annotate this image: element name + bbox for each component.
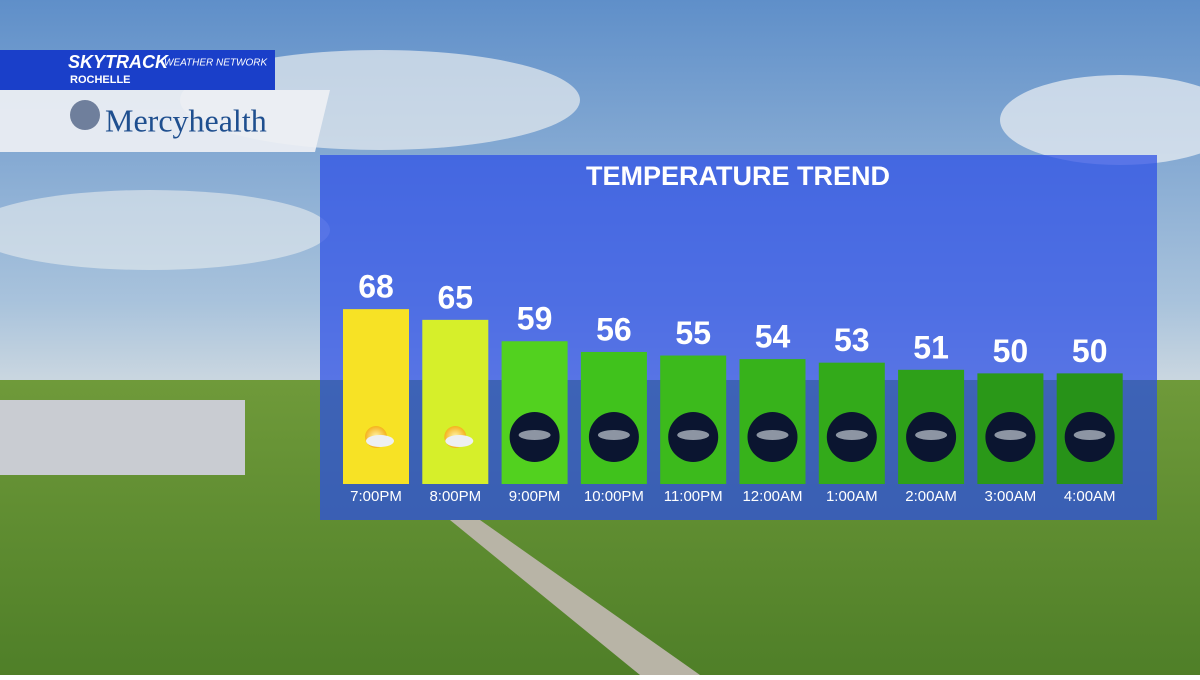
x-tick-label: 4:00AM xyxy=(1064,488,1116,505)
x-tick-label: 11:00PM xyxy=(664,488,723,505)
value-label: 68 xyxy=(358,269,394,305)
value-label: 65 xyxy=(438,279,474,315)
x-tick-label: 1:00AM xyxy=(826,488,878,505)
value-label: 51 xyxy=(913,329,949,365)
sponsor-logo xyxy=(70,100,100,130)
brand-name: SKYTRACK xyxy=(68,52,170,72)
path xyxy=(450,520,700,675)
bar xyxy=(343,309,409,484)
brand-location: ROCHELLE xyxy=(70,74,131,86)
value-label: 56 xyxy=(596,311,632,347)
value-label: 54 xyxy=(755,319,791,355)
weather-icon-cloud xyxy=(994,430,1027,440)
x-tick-label: 3:00AM xyxy=(985,488,1037,505)
x-tick-label: 12:00AM xyxy=(742,488,802,505)
plot: 68 7:00PM 65 8:00PM 59 9:00PM 56 10:00PM 55 11:00… xyxy=(343,269,1123,505)
chart-title: TEMPERATURE TREND xyxy=(586,161,890,191)
value-label: 55 xyxy=(675,315,711,351)
brand-sub: WEATHER NETWORK xyxy=(164,58,268,69)
hangar xyxy=(0,400,245,475)
weather-icon-cloud xyxy=(835,430,868,440)
weather-icon-cloud xyxy=(756,430,789,440)
weather-icon-cloud xyxy=(445,435,474,447)
weather-icon-cloud xyxy=(366,435,394,447)
weather-icon-cloud xyxy=(915,430,948,440)
x-tick-label: 7:00PM xyxy=(350,488,402,505)
cloud xyxy=(0,190,330,270)
x-tick-label: 8:00PM xyxy=(429,488,481,505)
sponsor-name: Mercyhealth xyxy=(105,102,267,138)
weather-icon-cloud xyxy=(518,430,551,440)
weather-icon-cloud xyxy=(677,430,710,440)
value-label: 50 xyxy=(993,333,1029,369)
weather-icon-cloud xyxy=(597,430,630,440)
cloud xyxy=(1000,75,1200,165)
value-label: 59 xyxy=(517,301,553,337)
value-label: 53 xyxy=(834,322,870,358)
x-tick-label: 2:00AM xyxy=(905,488,957,505)
x-tick-label: 9:00PM xyxy=(509,488,561,505)
x-tick-label: 10:00PM xyxy=(584,488,644,505)
value-label: 50 xyxy=(1072,333,1108,369)
brand-bar xyxy=(0,50,275,90)
bar xyxy=(422,319,489,484)
weather-icon-cloud xyxy=(1073,430,1106,440)
